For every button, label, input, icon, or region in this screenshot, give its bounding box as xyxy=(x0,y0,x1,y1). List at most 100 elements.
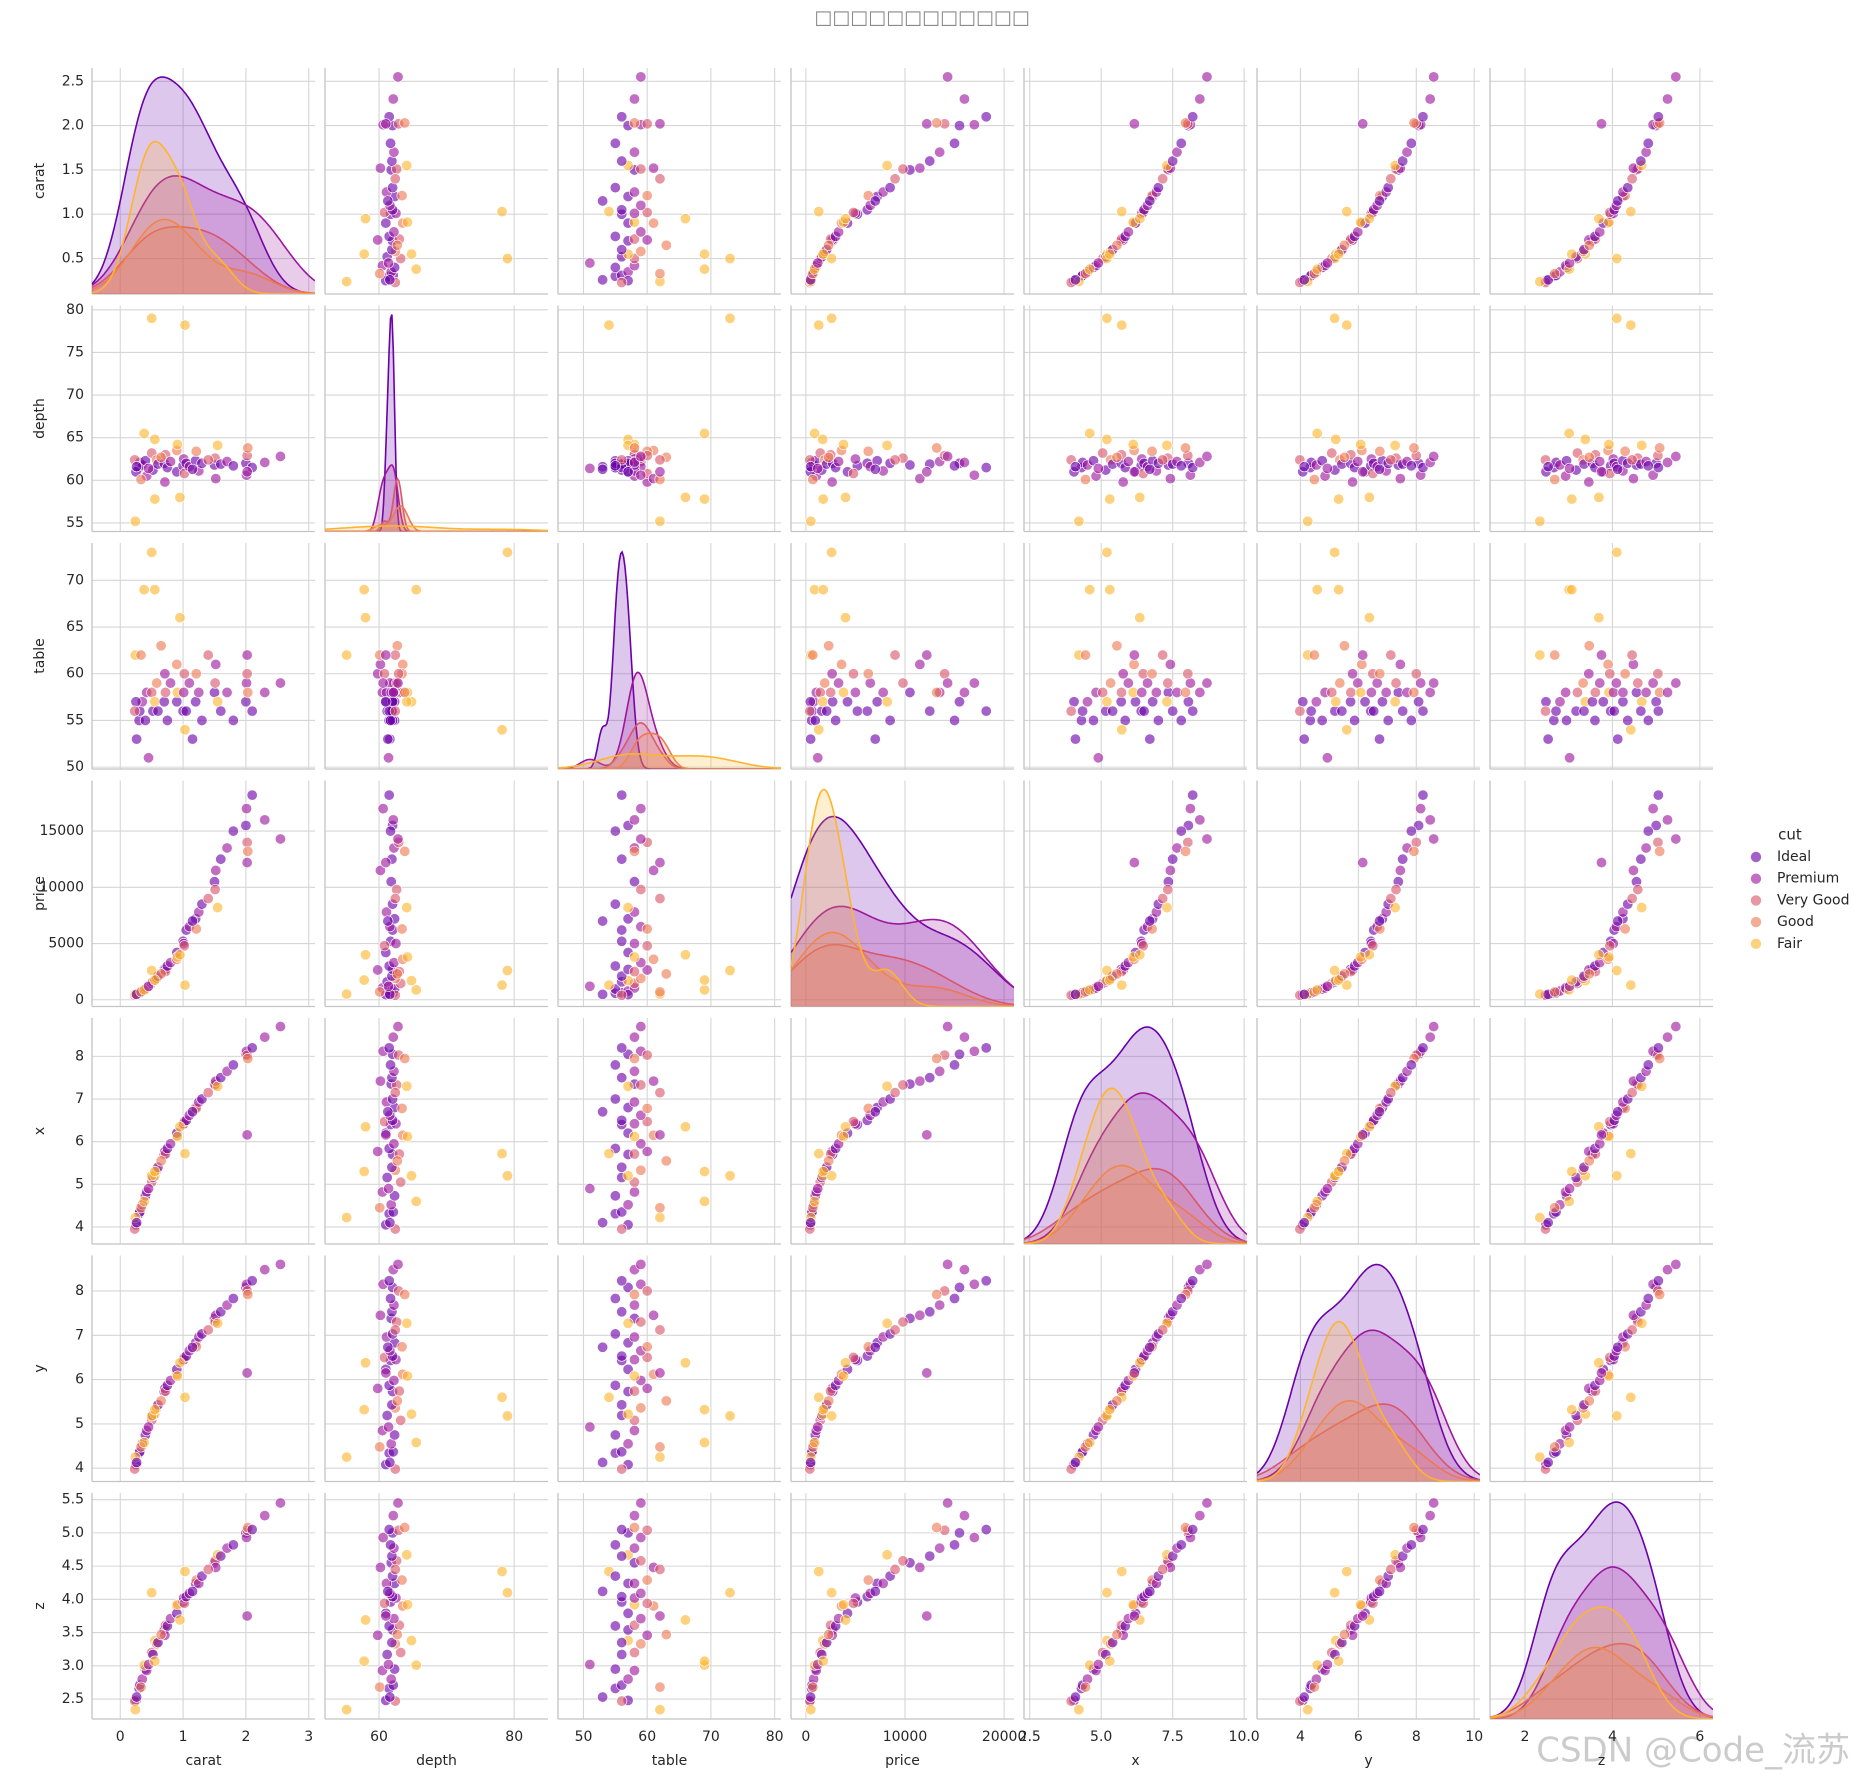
y-tick-label: 2.5 xyxy=(62,1691,84,1707)
scatter-point xyxy=(1187,1524,1199,1536)
plot-area xyxy=(1534,1258,1682,1475)
scatter-point xyxy=(864,677,876,689)
scatter-point xyxy=(1654,1053,1666,1065)
scatter-point xyxy=(1593,213,1605,225)
scatter-point xyxy=(823,239,835,251)
scatter-point xyxy=(1405,137,1417,149)
scatter-point xyxy=(374,864,386,876)
scatter-point xyxy=(241,1610,253,1622)
scatter-point xyxy=(391,1155,403,1167)
scatter-point xyxy=(385,1292,397,1304)
scatter-point xyxy=(143,752,155,764)
scatter-point xyxy=(1161,439,1173,451)
scatter-point xyxy=(241,803,253,815)
panel: 60 80 depth xyxy=(324,1493,548,1769)
scatter-point xyxy=(1611,1170,1623,1182)
scatter-point xyxy=(152,705,164,717)
scatter-point xyxy=(1612,1341,1624,1353)
scatter-point xyxy=(1397,853,1409,865)
scatter-point xyxy=(931,442,943,454)
scatter-point xyxy=(805,515,817,527)
scatter-point xyxy=(616,1463,628,1475)
scatter-point xyxy=(1347,668,1359,680)
scatter-point xyxy=(372,1382,384,1394)
scatter-point xyxy=(1417,789,1429,801)
plot-area xyxy=(341,1497,513,1716)
scatter-point xyxy=(202,893,214,905)
scatter-point xyxy=(1194,93,1206,105)
scatter-point xyxy=(241,649,253,661)
scatter-point xyxy=(1652,836,1664,848)
scatter-point xyxy=(597,274,609,286)
scatter-point xyxy=(143,1183,155,1195)
scatter-point xyxy=(1357,1129,1369,1141)
scatter-point xyxy=(968,1045,980,1057)
kde-area xyxy=(1024,1165,1247,1244)
scatter-point xyxy=(1566,493,1578,505)
scatter-point xyxy=(1363,949,1375,961)
scatter-point xyxy=(628,951,640,963)
scatter-point xyxy=(1564,1421,1576,1433)
scatter-point xyxy=(1357,857,1369,869)
scatter-point xyxy=(380,217,392,229)
scatter-point xyxy=(227,1059,239,1071)
kde-area xyxy=(1024,1093,1247,1244)
scatter-point xyxy=(1597,696,1609,708)
scatter-point xyxy=(958,1264,970,1276)
scatter-point xyxy=(622,1438,634,1450)
scatter-point xyxy=(1540,696,1552,708)
x-axis-label: price xyxy=(885,1753,920,1769)
scatter-point xyxy=(616,1637,628,1649)
legend-marker xyxy=(1750,851,1762,863)
scatter-point xyxy=(241,857,253,869)
scatter-point xyxy=(395,1176,407,1188)
scatter-point xyxy=(209,677,221,689)
panel xyxy=(1256,543,1480,770)
y-tick-label: 6 xyxy=(75,1372,84,1388)
scatter-point xyxy=(628,233,640,245)
panel xyxy=(1489,1018,1713,1245)
kde-area xyxy=(92,219,315,294)
scatter-point xyxy=(1144,733,1156,745)
scatter-point xyxy=(1670,1021,1682,1033)
scatter-point xyxy=(240,696,252,708)
scatter-point xyxy=(648,953,660,965)
scatter-point xyxy=(1084,1437,1096,1449)
scatter-point xyxy=(1152,714,1164,726)
scatter-point xyxy=(380,1610,392,1622)
scatter-point xyxy=(501,253,513,265)
scatter-point xyxy=(921,118,933,130)
scatter-point xyxy=(1428,1497,1440,1509)
scatter-point xyxy=(1542,1217,1554,1229)
scatter-point xyxy=(609,1190,621,1202)
scatter-point xyxy=(151,677,163,689)
y-tick-label: 75 xyxy=(66,344,84,360)
scatter-point xyxy=(1593,1357,1605,1369)
scatter-point xyxy=(392,1497,404,1509)
x-tick-label: 7.5 xyxy=(1162,1729,1184,1745)
scatter-point xyxy=(1627,473,1639,485)
scatter-point xyxy=(1363,612,1375,624)
scatter-point xyxy=(130,696,142,708)
scatter-point xyxy=(387,1031,399,1043)
scatter-point xyxy=(812,752,824,764)
scatter-point xyxy=(1144,463,1156,475)
scatter-point xyxy=(1594,677,1606,689)
scatter-point xyxy=(1069,1456,1081,1468)
scatter-point xyxy=(187,463,199,475)
scatter-point xyxy=(1610,677,1622,689)
y-tick-label: 2.0 xyxy=(62,118,84,134)
plot-area xyxy=(341,789,513,1001)
scatter-point xyxy=(1104,974,1116,986)
scatter-point xyxy=(138,1195,150,1207)
y-tick-label: 0.5 xyxy=(62,251,84,267)
scatter-point xyxy=(240,819,252,831)
scatter-point xyxy=(1111,1629,1123,1641)
scatter-point xyxy=(826,476,838,488)
scatter-point xyxy=(1428,1021,1440,1033)
scatter-point xyxy=(616,1524,628,1536)
scatter-point xyxy=(953,1048,965,1060)
scatter-point xyxy=(401,902,413,914)
scatter-point xyxy=(1130,696,1142,708)
scatter-point xyxy=(1636,696,1648,708)
